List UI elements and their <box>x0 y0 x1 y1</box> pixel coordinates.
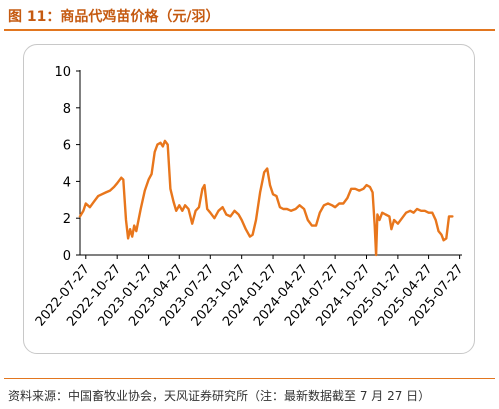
series-line-0 <box>78 139 454 257</box>
plot-frame <box>23 44 475 354</box>
series-layer <box>78 139 454 257</box>
y-tick-label: 8 <box>63 102 71 117</box>
y-tick-label: 6 <box>63 139 71 154</box>
source-rule <box>4 378 495 379</box>
y-tick-label: 0 <box>63 249 71 264</box>
y-axis: 0 2 4 6 8 10 <box>54 65 81 264</box>
y-tick-label: 10 <box>54 65 71 80</box>
title-rule <box>4 29 495 31</box>
source-note: 资料来源：中国畜牧业协会，天风证券研究所（注：最新数据截至 7 月 27 日） <box>8 389 431 403</box>
figure-title: 图 11：商品代鸡苗价格（元/羽） <box>8 9 220 25</box>
y-tick-label: 2 <box>63 212 71 227</box>
x-axis: 2022-07-272022-10-272023-01-272023-04-27… <box>33 254 467 329</box>
y-tick-label: 4 <box>63 175 71 190</box>
